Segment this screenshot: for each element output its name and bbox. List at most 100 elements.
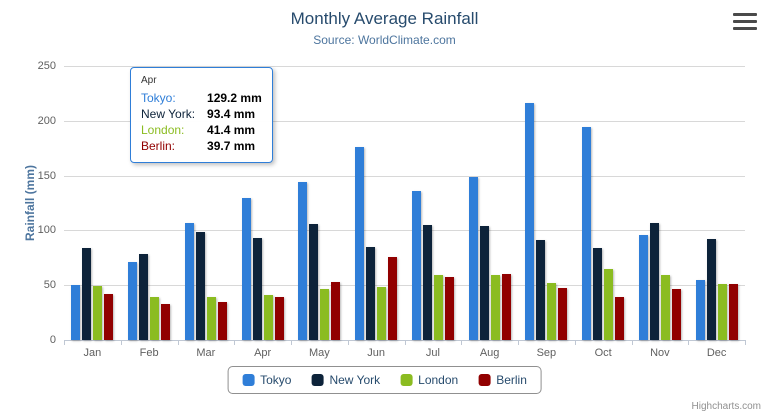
bar-london-mar[interactable]	[206, 296, 216, 340]
bar-berlin-aug[interactable]	[501, 273, 511, 340]
bar-berlin-mar[interactable]	[217, 302, 227, 340]
chart-subtitle: Source: WorldClimate.com	[313, 33, 456, 47]
bar-london-aug[interactable]	[490, 274, 500, 340]
tooltip-row: Tokyo: 129.2 mm	[141, 90, 262, 106]
legend-item-new-york[interactable]: New York	[311, 373, 380, 387]
bar-new-york-jan[interactable]	[82, 248, 92, 340]
tooltip-header: Apr	[141, 75, 157, 86]
bar-group-mar	[178, 66, 235, 340]
tooltip-rows: Tokyo: 129.2 mm New York: 93.4 mm London: 41.…	[141, 90, 262, 154]
bar-group-dec	[688, 66, 745, 340]
tooltip-row: Berlin: 39.7 mm	[141, 138, 262, 154]
tooltip-row: London: 41.4 mm	[141, 122, 262, 138]
bar-tokyo-dec[interactable]	[695, 280, 705, 340]
bar-london-may[interactable]	[320, 288, 330, 340]
gridline-50	[64, 285, 745, 287]
x-axis-tick	[461, 340, 463, 345]
bar-tokyo-sep[interactable]	[525, 102, 535, 340]
bar-new-york-feb[interactable]	[139, 253, 149, 340]
bar-new-york-may[interactable]	[309, 223, 319, 340]
bar-new-york-sep[interactable]	[536, 240, 546, 340]
bar-london-apr[interactable]	[263, 294, 273, 340]
bar-london-nov[interactable]	[660, 275, 670, 340]
x-axis-label-oct: Oct	[594, 347, 612, 359]
bar-tokyo-jun[interactable]	[355, 147, 365, 340]
bar-berlin-jun[interactable]	[388, 257, 398, 340]
y-axis-tick-label: 150	[37, 169, 56, 182]
tooltip-value: 41.4 mm	[207, 123, 256, 137]
legend-item-tokyo[interactable]: Tokyo	[242, 373, 291, 387]
x-axis-tick	[64, 340, 65, 345]
bar-new-york-jul[interactable]	[422, 224, 432, 340]
x-axis-label-apr: Apr	[254, 347, 272, 359]
bar-berlin-sep[interactable]	[558, 287, 568, 340]
bar-group-jan	[64, 66, 121, 340]
x-axis-label-may: May	[308, 347, 330, 359]
plot-area: 0 50 100 150 200 250 Jan Feb Mar Apr May Jun Jul Aug S…	[38, 60, 746, 359]
bar-tokyo-oct[interactable]	[582, 127, 592, 340]
legend-symbol-london	[400, 374, 413, 386]
legend-label: New York	[329, 373, 381, 387]
chart-title: Monthly Average Rainfall	[290, 9, 479, 28]
bar-london-feb[interactable]	[150, 297, 160, 340]
bar-group-may	[291, 66, 348, 340]
x-axis-tick	[404, 340, 406, 345]
tooltip-series-name: Berlin:	[141, 139, 176, 153]
bar-group-oct	[575, 66, 632, 340]
gridline-200	[64, 120, 745, 122]
bar-london-jan[interactable]	[93, 286, 103, 340]
x-axis-label-sep: Sep	[536, 347, 557, 359]
bar-london-oct[interactable]	[604, 268, 614, 340]
bar-tokyo-mar[interactable]	[184, 223, 194, 340]
legend-item-london[interactable]: London	[400, 373, 458, 387]
tooltip-value: 129.2 mm	[207, 91, 262, 105]
bar-new-york-apr[interactable]	[252, 237, 262, 340]
x-axis-tick	[234, 340, 236, 345]
bar-group-jun	[348, 66, 405, 340]
hamburger-menu-icon[interactable]	[733, 13, 757, 30]
bar-london-jun[interactable]	[377, 287, 387, 340]
y-axis-tick-label: 200	[37, 114, 56, 127]
bar-tokyo-jan[interactable]	[71, 285, 81, 340]
bar-new-york-mar[interactable]	[195, 232, 205, 340]
tooltip-series-name: Tokyo:	[141, 91, 176, 105]
legend-symbol-berlin	[478, 374, 491, 386]
x-axis-label-dec: Dec	[706, 347, 727, 359]
bar-berlin-dec[interactable]	[728, 284, 738, 340]
bar-berlin-jan[interactable]	[104, 293, 114, 340]
bar-london-sep[interactable]	[547, 282, 557, 340]
x-axis-tick	[745, 340, 746, 345]
x-axis-label-feb: Feb	[139, 347, 159, 359]
highcharts-credits[interactable]: Highcharts.com	[691, 401, 761, 412]
bar-london-jul[interactable]	[433, 275, 443, 340]
bar-new-york-oct[interactable]	[593, 248, 603, 340]
x-axis-label-jan: Jan	[83, 347, 102, 359]
bar-tokyo-jul[interactable]	[411, 191, 421, 340]
gridline-250	[64, 66, 745, 67]
bar-tokyo-nov[interactable]	[638, 235, 648, 340]
bar-tokyo-feb[interactable]	[128, 261, 138, 340]
bar-berlin-may[interactable]	[331, 282, 341, 340]
bar-tokyo-apr[interactable]	[241, 198, 251, 340]
bar-tokyo-may[interactable]	[298, 182, 308, 340]
legend: Tokyo New York London Berlin	[227, 366, 542, 394]
bar-berlin-nov[interactable]	[671, 288, 681, 340]
x-axis-label-nov: Nov	[650, 347, 670, 359]
bar-berlin-feb[interactable]	[161, 303, 171, 340]
bar-new-york-jun[interactable]	[366, 247, 376, 340]
bar-tokyo-aug[interactable]	[468, 177, 478, 340]
bar-berlin-jul[interactable]	[444, 277, 454, 340]
bar-berlin-oct[interactable]	[615, 297, 625, 340]
bar-london-dec[interactable]	[717, 283, 727, 340]
y-axis-tick-label: 0	[49, 334, 56, 346]
bar-berlin-apr[interactable]	[274, 296, 284, 340]
legend-symbol-tokyo	[242, 374, 255, 386]
x-axis-tick	[518, 340, 519, 345]
tooltip-table: Tokyo: 129.2 mm New York: 93.4 mm London: 41.…	[141, 90, 262, 154]
bar-new-york-nov[interactable]	[649, 223, 659, 340]
bar-new-york-aug[interactable]	[479, 225, 489, 340]
bar-new-york-dec[interactable]	[706, 238, 716, 340]
legend-item-berlin[interactable]: Berlin	[478, 373, 527, 387]
gridline-100	[64, 230, 745, 232]
